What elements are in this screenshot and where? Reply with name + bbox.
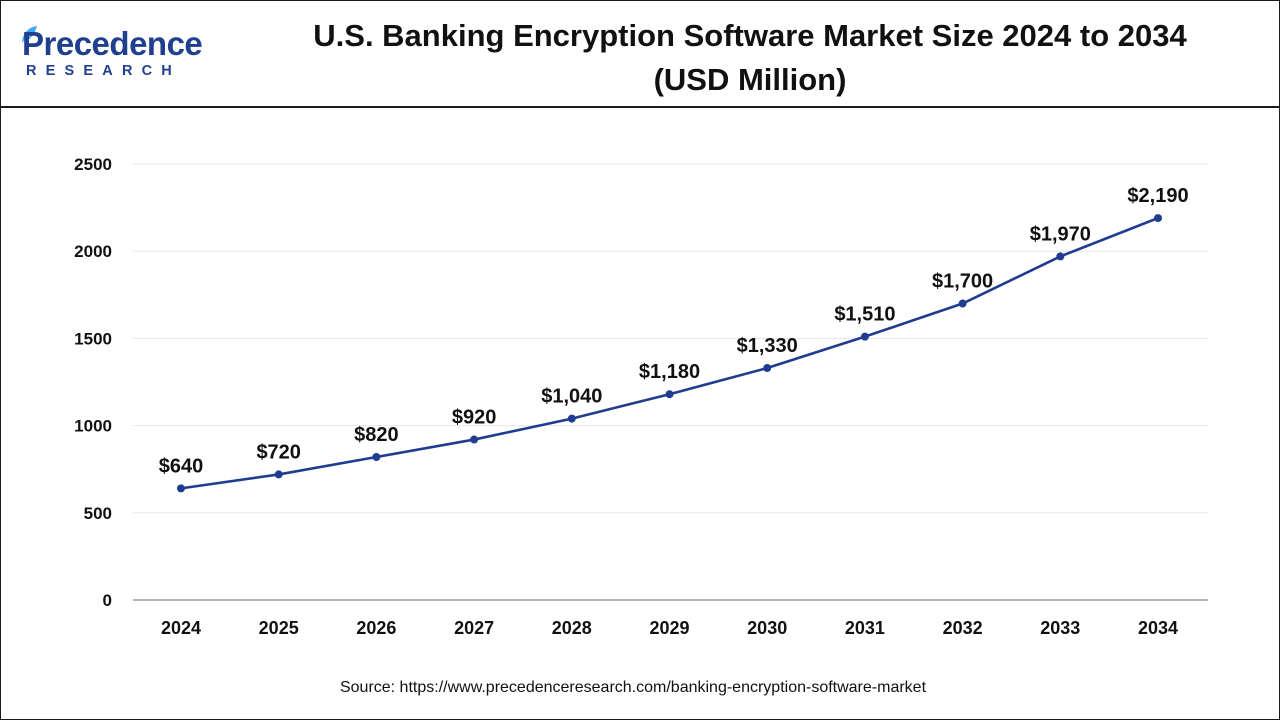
y-tick-label: 1000 <box>74 417 112 436</box>
data-point <box>958 299 967 308</box>
line-chart: 0 500 1000 1500 2000 2500 2024 2025 2026 2027 2028… <box>74 155 1208 638</box>
y-tick-label: 2500 <box>74 155 112 174</box>
y-tick-label: 2000 <box>74 242 112 261</box>
x-tick-label: 2029 <box>649 618 689 638</box>
x-tick-label: 2031 <box>845 618 885 638</box>
x-tick-label: 2034 <box>1138 618 1178 638</box>
data-label: $820 <box>354 424 399 446</box>
chart-title: U.S. Banking Encryption Software Market … <box>270 14 1230 102</box>
y-tick-label: 0 <box>103 591 112 610</box>
data-label: $720 <box>256 441 301 463</box>
x-tick-label: 2025 <box>259 618 299 638</box>
data-point <box>567 414 576 423</box>
brand-subtitle: RESEARCH <box>26 63 181 79</box>
data-label: $1,330 <box>737 335 798 357</box>
y-tick-label: 1500 <box>74 329 112 348</box>
data-point <box>470 435 479 444</box>
data-point <box>665 390 674 399</box>
x-tick-label: 2024 <box>161 618 201 638</box>
header: Precedence RESEARCH U.S. Banking Encrypt… <box>0 0 1280 108</box>
x-tick-label: 2032 <box>943 618 983 638</box>
data-label: $1,510 <box>834 304 895 326</box>
x-tick-label: 2026 <box>356 618 396 638</box>
source-note: Source: https://www.precedenceresearch.c… <box>0 679 1266 697</box>
leaf-icon <box>21 26 37 45</box>
data-point <box>860 332 869 341</box>
y-tick-label: 500 <box>84 504 112 523</box>
brand-logo[interactable]: Precedence RESEARCH <box>21 25 222 86</box>
data-label: $1,700 <box>932 271 993 293</box>
x-tick-label: 2027 <box>454 618 494 638</box>
data-label: $640 <box>159 455 204 477</box>
x-tick-label: 2028 <box>552 618 592 638</box>
data-label: $920 <box>452 407 497 429</box>
chart-title-line-1: U.S. Banking Encryption Software Market … <box>313 18 1187 53</box>
x-tick-label: 2033 <box>1040 618 1080 638</box>
x-tick-label: 2030 <box>747 618 787 638</box>
source-text: Source: https://www.precedenceresearch.c… <box>339 679 927 696</box>
data-point <box>372 452 381 461</box>
data-point <box>1154 214 1162 223</box>
chart-title-line-2: (USD Million) <box>653 62 847 97</box>
data-point <box>1056 252 1065 261</box>
data-label: $1,970 <box>1030 223 1091 245</box>
data-label: $1,180 <box>639 361 700 383</box>
series-line <box>179 216 1160 490</box>
data-point <box>177 484 185 493</box>
data-point <box>274 470 283 479</box>
data-label: $1,040 <box>541 386 602 408</box>
data-label: $2,190 <box>1127 185 1188 207</box>
data-point <box>763 364 772 373</box>
brand-name: Precedence <box>22 25 203 62</box>
